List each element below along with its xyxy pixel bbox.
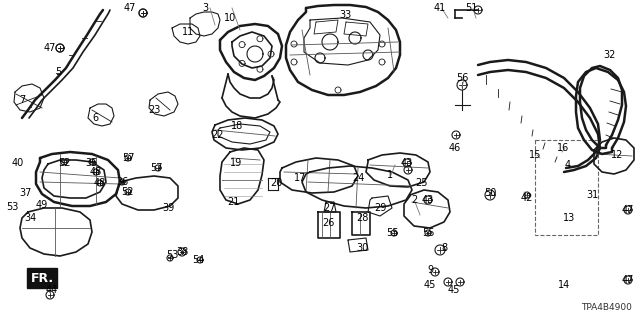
Text: 13: 13 bbox=[563, 213, 575, 223]
Text: 43: 43 bbox=[401, 158, 413, 168]
Text: 3: 3 bbox=[202, 3, 208, 13]
Text: 47: 47 bbox=[124, 3, 136, 13]
Text: 30: 30 bbox=[356, 243, 368, 253]
Text: 47: 47 bbox=[44, 43, 56, 53]
Text: 46: 46 bbox=[449, 143, 461, 153]
Text: 11: 11 bbox=[182, 27, 194, 37]
Bar bbox=[535, 140, 598, 235]
Text: 12: 12 bbox=[611, 150, 623, 160]
Text: 41: 41 bbox=[434, 3, 446, 13]
Text: 53: 53 bbox=[6, 202, 18, 212]
Text: 25: 25 bbox=[416, 178, 428, 188]
Text: 10: 10 bbox=[224, 13, 236, 23]
Text: 19: 19 bbox=[230, 158, 242, 168]
Text: 8: 8 bbox=[441, 243, 447, 253]
Text: 16: 16 bbox=[557, 143, 569, 153]
Text: 47: 47 bbox=[622, 275, 634, 285]
Text: 9: 9 bbox=[427, 265, 433, 275]
Text: 37: 37 bbox=[20, 188, 32, 198]
Text: 40: 40 bbox=[12, 158, 24, 168]
Text: 7: 7 bbox=[19, 95, 25, 105]
Text: 1: 1 bbox=[387, 170, 393, 180]
Text: 6: 6 bbox=[92, 113, 98, 123]
Text: 49: 49 bbox=[36, 200, 48, 210]
Text: 47: 47 bbox=[622, 205, 634, 215]
Text: 45: 45 bbox=[424, 280, 436, 290]
Text: 17: 17 bbox=[294, 173, 306, 183]
Text: 24: 24 bbox=[352, 173, 364, 183]
Text: 5: 5 bbox=[55, 67, 61, 77]
Text: 52: 52 bbox=[121, 187, 133, 197]
Text: 18: 18 bbox=[231, 121, 243, 131]
Text: 45: 45 bbox=[448, 285, 460, 295]
Text: 32: 32 bbox=[604, 50, 616, 60]
Text: 57: 57 bbox=[122, 153, 134, 163]
Text: 55: 55 bbox=[422, 228, 435, 238]
Text: 27: 27 bbox=[324, 203, 336, 213]
Text: 52: 52 bbox=[58, 158, 70, 168]
Text: 28: 28 bbox=[356, 213, 368, 223]
Text: 50: 50 bbox=[484, 188, 496, 198]
Text: 2: 2 bbox=[411, 195, 417, 205]
Text: 34: 34 bbox=[24, 213, 36, 223]
Text: FR.: FR. bbox=[31, 271, 54, 284]
Text: 44: 44 bbox=[46, 285, 58, 295]
Text: 20: 20 bbox=[270, 178, 282, 188]
Text: 22: 22 bbox=[212, 130, 224, 140]
Text: 21: 21 bbox=[227, 197, 239, 207]
Text: 48: 48 bbox=[94, 178, 106, 188]
Text: 51: 51 bbox=[465, 3, 477, 13]
Text: 39: 39 bbox=[162, 203, 174, 213]
Text: 56: 56 bbox=[456, 73, 468, 83]
Text: 42: 42 bbox=[521, 193, 533, 203]
Text: 48: 48 bbox=[90, 167, 102, 177]
Text: TPA4B4900: TPA4B4900 bbox=[581, 303, 632, 312]
Text: 54: 54 bbox=[192, 255, 204, 265]
Text: 33: 33 bbox=[339, 10, 351, 20]
Text: 53: 53 bbox=[166, 250, 178, 260]
Text: 14: 14 bbox=[558, 280, 570, 290]
Text: 23: 23 bbox=[148, 105, 160, 115]
Text: 43: 43 bbox=[422, 195, 434, 205]
Text: 31: 31 bbox=[586, 190, 598, 200]
Text: 36: 36 bbox=[116, 177, 128, 187]
Text: 4: 4 bbox=[565, 160, 571, 170]
Text: 55: 55 bbox=[386, 228, 398, 238]
Text: 35: 35 bbox=[86, 158, 98, 168]
Text: 38: 38 bbox=[176, 247, 188, 257]
Text: 15: 15 bbox=[529, 150, 541, 160]
Text: 26: 26 bbox=[322, 218, 334, 228]
Text: 29: 29 bbox=[374, 203, 386, 213]
Text: 57: 57 bbox=[150, 163, 163, 173]
